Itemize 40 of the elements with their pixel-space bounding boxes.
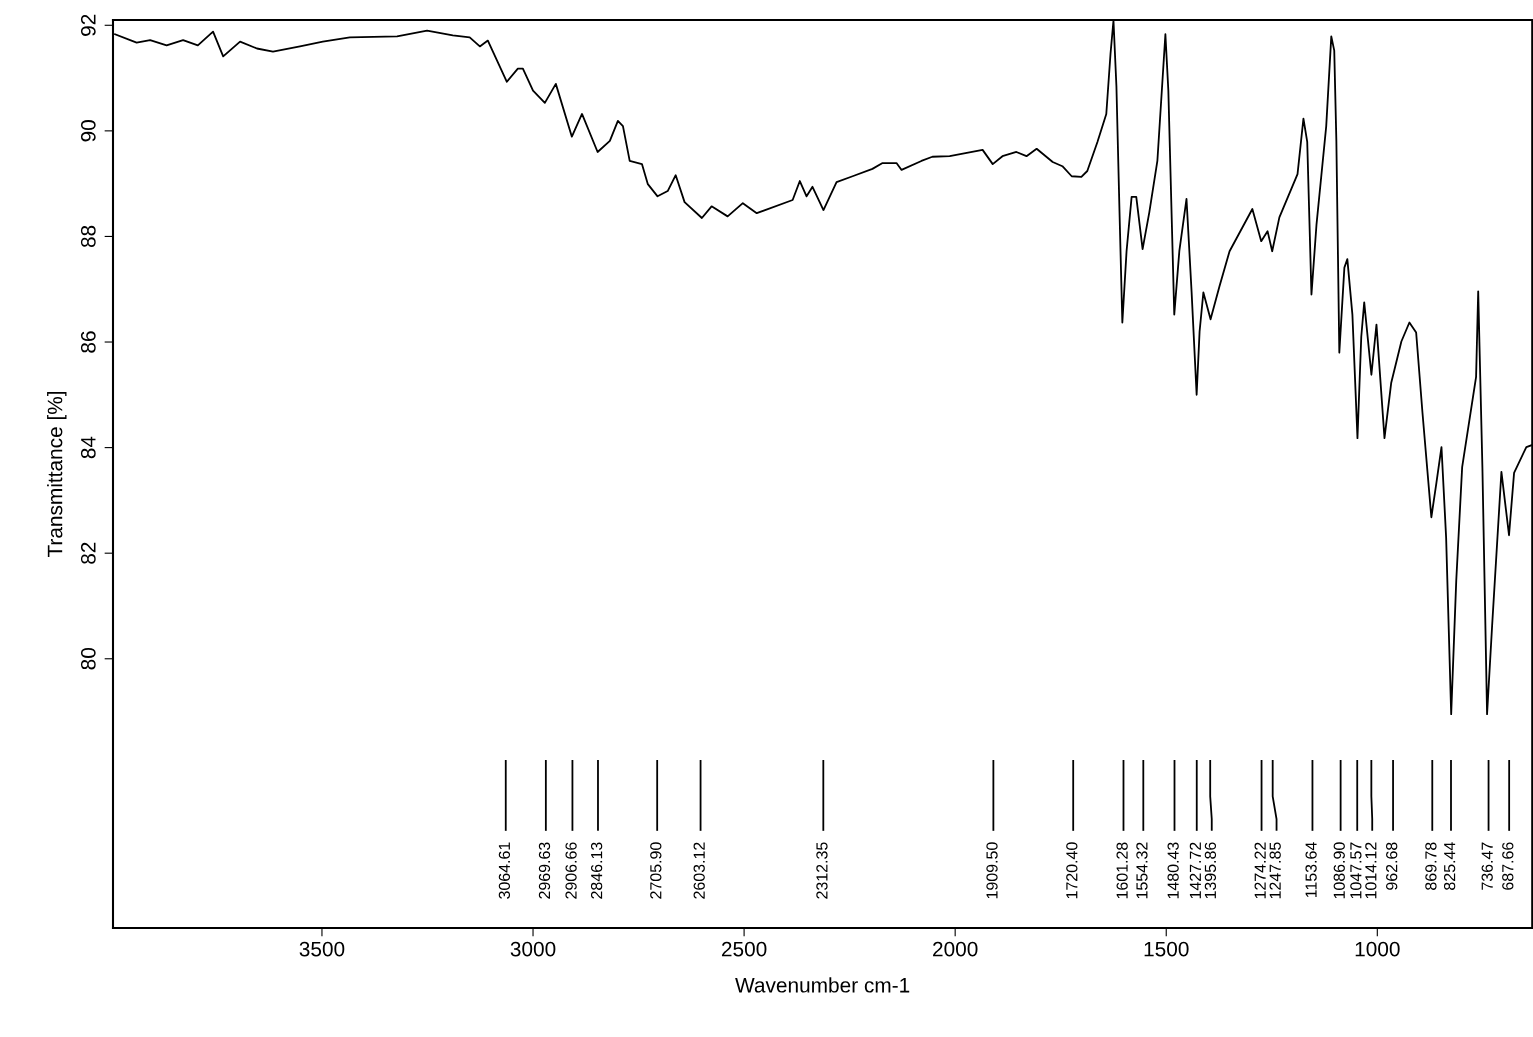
ref-line-label: 2312.35 — [816, 842, 828, 899]
y-tick-label: 86 — [80, 331, 96, 353]
ref-line-label: 3064.61 — [498, 842, 511, 899]
ref-line-label: 1086.90 — [1333, 842, 1345, 899]
ref-line-label: 1014.12 — [1365, 842, 1377, 899]
ref-line-label: 1427.72 — [1189, 842, 1201, 899]
ref-line-label: 1153.64 — [1305, 842, 1317, 898]
ref-line-label: 1601.28 — [1116, 842, 1128, 899]
ref-line-label: 2603.12 — [693, 842, 705, 899]
x-axis-title: Wavenumber cm-1 — [735, 977, 910, 993]
ref-line-label: 2906.66 — [565, 842, 577, 899]
ref-line-label: 1395.86 — [1204, 842, 1217, 899]
ref-line-label: 1274.22 — [1254, 842, 1266, 899]
ref-line-label: 869.78 — [1425, 842, 1437, 890]
ref-line-label: 736.47 — [1481, 842, 1493, 890]
x-tick-label: 1500 — [1144, 941, 1189, 957]
ref-line-label: 1480.43 — [1167, 842, 1179, 899]
ref-line-label: 1247.85 — [1269, 842, 1281, 899]
ref-line-label: 962.68 — [1386, 842, 1398, 890]
y-tick-label: 90 — [80, 120, 96, 142]
y-axis-title: Transmittance [%] — [47, 391, 67, 558]
y-tick-label: 84 — [80, 436, 96, 459]
x-tick-label: 3000 — [510, 941, 556, 957]
y-tick-label: 80 — [80, 647, 96, 670]
y-tick-label: 92 — [80, 14, 96, 36]
ref-line-label: 2705.90 — [650, 842, 662, 899]
ref-line-label: 1554.32 — [1136, 842, 1148, 899]
y-tick-label: 82 — [80, 542, 96, 564]
x-tick-label: 3500 — [299, 941, 345, 957]
ref-line-label: 1720.40 — [1066, 842, 1078, 899]
ref-line-label: 1909.50 — [986, 842, 998, 899]
ref-line-label: 2969.63 — [538, 842, 551, 899]
ref-line-label: 825.44 — [1443, 842, 1456, 890]
ref-line-label: 687.66 — [1502, 842, 1514, 890]
x-tick-label: 2500 — [721, 941, 767, 957]
x-tick-label: 2000 — [933, 941, 978, 957]
ref-line-label: 2846.13 — [590, 842, 603, 899]
ref-line-label: 1047.57 — [1350, 842, 1362, 899]
y-tick-label: 88 — [80, 225, 96, 248]
x-tick-label: 1000 — [1355, 941, 1400, 957]
